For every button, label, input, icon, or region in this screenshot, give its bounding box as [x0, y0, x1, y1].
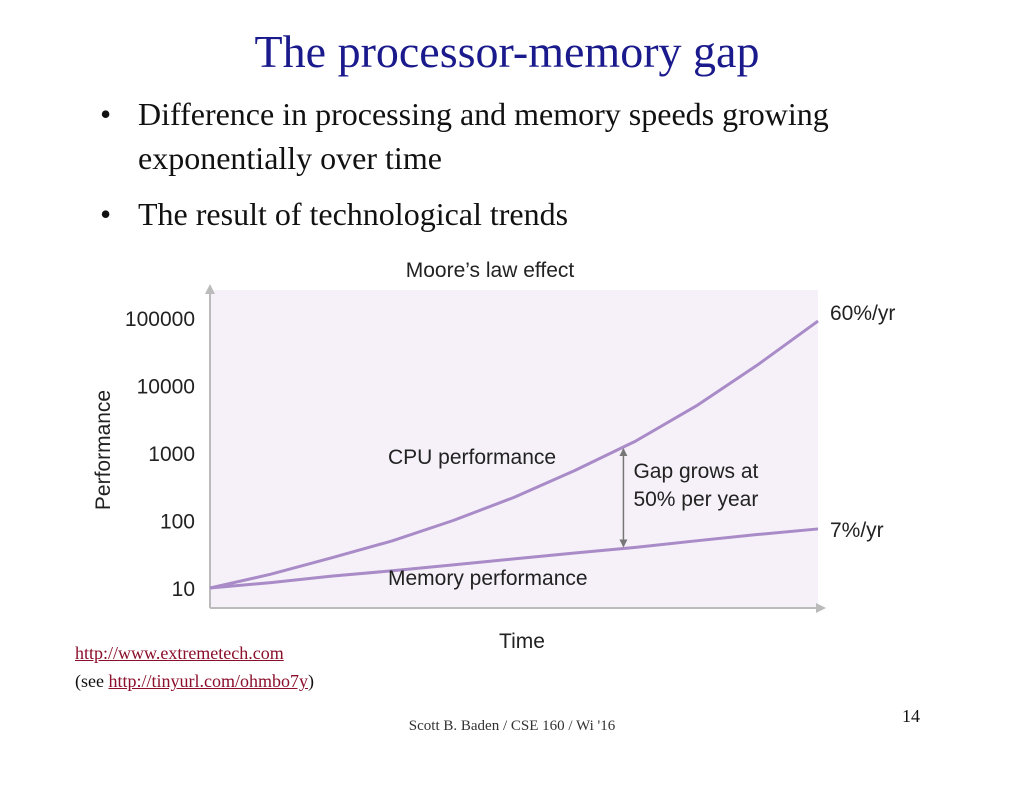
cpu-performance-line [209, 319, 819, 590]
cpu-series-label: CPU performance [388, 446, 556, 469]
bullet-text: The result of technological trends [138, 196, 569, 232]
gap-arrow-head-top [619, 447, 628, 456]
source-line: http://www.extremetech.com [75, 643, 284, 664]
y-tick-label: 10 [172, 578, 195, 601]
gap-annotation-line2: 50% per year [633, 488, 758, 511]
chart-title: Moore’s law effect [406, 259, 575, 282]
y-tick-label: 100 [160, 511, 195, 534]
moores-law-chart: Moore’s law effect 100000 10000 1000 100 10 P… [60, 250, 950, 660]
y-tick-label: 100000 [125, 308, 195, 331]
y-tick-label: 1000 [148, 443, 195, 466]
bullet-item: • The result of technological trends [100, 192, 920, 236]
memory-performance-line [209, 527, 819, 590]
source-see-suffix: ) [307, 671, 314, 691]
bullet-dot: • [100, 196, 112, 232]
source-see-link[interactable]: http://tinyurl.com/ohmbo7y [108, 671, 308, 691]
gap-annotation-line1: Gap grows at [633, 460, 758, 483]
memory-rate-label: 7%/yr [830, 519, 884, 542]
source-see-line: (see http://tinyurl.com/ohmbo7y) [75, 671, 314, 692]
slide-title: The processor-memory gap [254, 26, 760, 77]
y-axis-arrow [205, 284, 215, 294]
cpu-rate-label: 60%/yr [830, 302, 895, 325]
plot-area [210, 290, 818, 608]
bullet-item: • Difference in processing and memory spe… [100, 92, 920, 180]
source-see-prefix: (see [75, 671, 109, 691]
bullet-dot: • [100, 96, 112, 132]
bullet-list: • Difference in processing and memory spe… [100, 92, 920, 248]
footer: Scott B. Baden / CSE 160 / Wi '16 [408, 718, 616, 734]
page-number: 14 [902, 706, 920, 726]
x-axis-arrow [816, 603, 826, 613]
memory-series-label: Memory performance [388, 567, 588, 590]
y-axis-label: Performance [92, 390, 115, 510]
bullet-text: Difference in processing and memory spee… [138, 96, 829, 176]
y-tick-label: 10000 [137, 376, 195, 399]
gap-arrow-head-bottom [619, 539, 628, 548]
x-axis-label: Time [499, 630, 545, 653]
source-link[interactable]: http://www.extremetech.com [75, 643, 284, 663]
